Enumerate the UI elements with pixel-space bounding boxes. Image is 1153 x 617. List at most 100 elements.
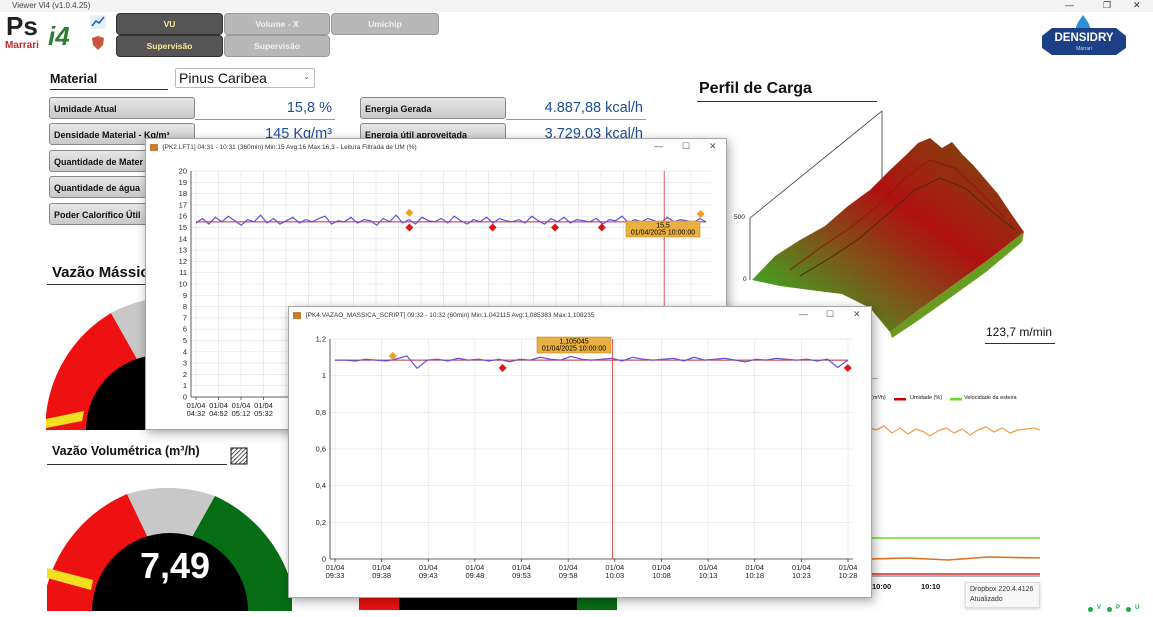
y-tick-label: 8 (183, 302, 187, 311)
vazao-trend-chart[interactable]: 00,20,40,60,811,201/0409:3301/0409:3801/… (289, 327, 871, 597)
x-tick-label: 09:43 (419, 571, 438, 580)
nav-umichip-button[interactable]: Umichip (331, 13, 439, 35)
perfil-carga-title: Perfil de Carga (699, 80, 812, 97)
trend-window-vazao[interactable]: [PK4.VAZAO_MASSICA_SCRIPT] 09:32 - 10:32… (288, 306, 872, 598)
x-tick-label: 05:12 (232, 409, 251, 418)
chevron-down-icon: ⌄ (303, 72, 310, 81)
series-line (335, 355, 849, 370)
nav-supervisao-button-1[interactable]: Supervisão (116, 35, 223, 57)
restore-icon[interactable]: ❐ (1103, 0, 1112, 10)
y-tick-label: 14 (179, 234, 187, 243)
x-tick-label: 09:33 (326, 571, 345, 580)
window-title: [PK2.LFT1] 04:31 - 10:31 (360min) Min:15… (150, 141, 417, 155)
y-tick-label: 6 (183, 325, 187, 334)
max-marker (696, 209, 705, 218)
x-tick-label: 01/04 (792, 563, 811, 572)
material-selected-value: Pinus Caribea (179, 70, 267, 86)
x-tick-label: 01/04 (512, 563, 531, 572)
close-icon[interactable]: ✕ (709, 141, 717, 151)
legend-label-velocidade: Velocidade da esteira (964, 395, 1017, 401)
umidade-atual-label: Umidade Atual (49, 97, 195, 119)
background-trend-chart (868, 378, 1041, 577)
y-tick-label: 15 (179, 223, 187, 232)
x-tick-label: 10:18 (745, 571, 764, 580)
tooltip-value: 15,5 (656, 223, 670, 230)
y-tick-label: 4 (183, 347, 187, 356)
window-title: [PK4.VAZAO_MASSICA_SCRIPT] 09:32 - 10:32… (293, 309, 595, 323)
vazao-volumetrica-title: Vazão Volumétrica (m³/h) (52, 444, 200, 458)
nav-supervisao-button-2[interactable]: Supervisão (224, 35, 330, 57)
window-app-icon (293, 311, 301, 319)
max-marker (405, 208, 414, 217)
x-tick-label: 09:53 (512, 571, 531, 580)
pattern-icon[interactable] (230, 447, 248, 465)
densidry-sub: Marrari (1076, 46, 1092, 52)
material-select[interactable]: Pinus Caribea ⌄ (175, 68, 315, 88)
close-icon[interactable]: ✕ (853, 309, 861, 319)
psi4-logo: Ps i4 Marrari (4, 11, 82, 55)
x-tick-label: 09:38 (372, 571, 391, 580)
y-tick-label: 0,8 (316, 408, 326, 417)
y-tick-label: 17 (179, 200, 187, 209)
vazao-massica-gauge (46, 295, 156, 430)
nav-volume-x-button[interactable]: Volume - X (224, 13, 330, 35)
densidry-name: DENSIDRY (1054, 32, 1114, 44)
y-tick-label: 19 (179, 178, 187, 187)
window-title-text: [PK4.VAZAO_MASSICA_SCRIPT] 09:32 - 10:32… (305, 312, 595, 319)
y-tick-label: 18 (179, 189, 187, 198)
y-tick-label: 0 (183, 393, 187, 402)
legend-label-umidade: Umidade (%) (910, 395, 943, 401)
value-tooltip (536, 336, 612, 354)
x-tick-label: 09:58 (559, 571, 578, 580)
nav-vu-button[interactable]: VU (116, 13, 223, 35)
legend-umidade-swatch (894, 398, 906, 401)
y-tick-label: 1 (322, 371, 326, 380)
maximize-icon[interactable]: ☐ (682, 141, 691, 151)
window-app-icon (150, 143, 158, 151)
gauge-bar-green (577, 598, 617, 610)
min-marker (405, 223, 414, 232)
umidade-atual-value: 15,8 % (195, 97, 335, 120)
min-marker (488, 223, 497, 232)
dropbox-notification[interactable]: Dropbox 220.4.4126 Atualizado (965, 582, 1040, 608)
status-dot-icon (1107, 607, 1112, 612)
divider (985, 343, 1055, 344)
energia-gerada-value: 4.887,88 kcal/h (506, 97, 646, 120)
value-tooltip (625, 220, 701, 238)
x-tick-label: 01/04 (466, 563, 485, 572)
tooltip-date: 01/04/2025 10:00:00 (631, 230, 695, 237)
x-tick-label: 01/04 (187, 401, 206, 410)
y-tick-label: 12 (179, 257, 187, 266)
minimize-icon[interactable]: — (799, 309, 808, 319)
maximize-icon[interactable]: ☐ (826, 309, 835, 319)
window-title-bar: Viewer Vi4 (v1.0.4.25) — ❐ ✕ (0, 0, 1153, 12)
minimize-icon[interactable]: — (1065, 0, 1074, 10)
divider (47, 464, 227, 465)
x-tick-label: 01/04 (419, 563, 438, 572)
max-marker (388, 351, 397, 360)
y-tick-label: 2 (183, 370, 187, 379)
x-tick-label: 01/04 (254, 401, 273, 410)
minimize-icon[interactable]: — (654, 141, 663, 151)
logo-i4-text: i4 (48, 21, 70, 51)
close-icon[interactable]: ✕ (1133, 0, 1141, 10)
x-tick-label: 01/04 (839, 563, 858, 572)
app-title: Viewer Vi4 (v1.0.4.25) (12, 1, 91, 10)
x-tick-label: 04:52 (209, 409, 228, 418)
x-tick-label: 10:23 (792, 571, 811, 580)
y-tick-label: 7 (183, 313, 187, 322)
trend-icon[interactable] (90, 15, 106, 29)
x-tick-label: 10:08 (652, 571, 671, 580)
status-dot-icon (1088, 607, 1093, 612)
perfil-tick-500: 500 (734, 214, 745, 221)
speed-value: 123,7 m/min (986, 325, 1053, 339)
x-tick-label: 01/04 (232, 401, 251, 410)
x-tick-label: 01/04 (209, 401, 228, 410)
material-label: Material (50, 70, 168, 90)
shield-icon[interactable] (90, 35, 106, 51)
min-marker (498, 363, 507, 372)
x-tick-label: 10:03 (605, 571, 624, 580)
y-tick-label: 1,2 (316, 335, 326, 344)
logo-brand-text: Marrari (5, 40, 39, 51)
gauge-bar-red (359, 598, 399, 610)
